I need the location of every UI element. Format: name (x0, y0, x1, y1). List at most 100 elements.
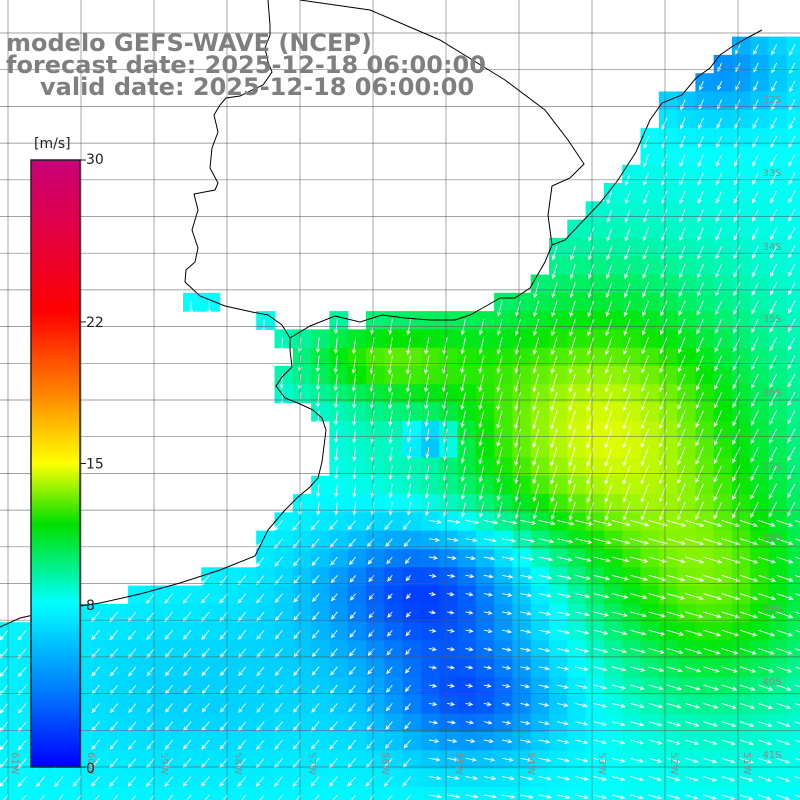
wind-speed-cell (658, 384, 678, 404)
wind-arrow (624, 209, 631, 224)
wind-arrow (788, 44, 796, 57)
wind-speed-cell (292, 549, 312, 568)
wind-arrow (0, 629, 9, 641)
wind-arrow (556, 666, 570, 671)
wind-arrow (678, 337, 686, 354)
wind-arrow (666, 574, 686, 582)
wind-arrow (666, 556, 686, 564)
wind-arrow (605, 318, 613, 337)
wind-arrow (532, 373, 540, 393)
wind-arrow (520, 538, 536, 544)
wind-arrow (630, 739, 644, 745)
wind-arrow (568, 465, 576, 486)
wind-arrow (721, 629, 740, 637)
wind-arrow (502, 776, 515, 781)
wind-arrow (752, 117, 759, 130)
wind-speed-cell (183, 640, 202, 660)
wind-speed-cell (622, 677, 642, 696)
wind-speed-cell (475, 384, 495, 404)
wind-arrow (604, 483, 613, 504)
wind-arrow (770, 245, 778, 259)
wind-speed-cell (658, 439, 678, 459)
wind-arrow (794, 648, 800, 651)
wind-arrow (679, 190, 686, 205)
wind-speed-cell (713, 237, 733, 257)
wind-arrow (556, 702, 569, 708)
wind-speed-cell (274, 567, 294, 587)
wind-arrow (520, 720, 531, 726)
wind-arrow (643, 154, 649, 168)
wind-speed-cell (201, 585, 221, 605)
wind-arrow (334, 502, 339, 516)
wind-arrow (721, 666, 739, 673)
wind-speed-cell (420, 622, 440, 642)
wind-speed-cell (768, 622, 788, 642)
wind-arrow (666, 757, 681, 764)
wind-speed-cell (585, 274, 605, 294)
wind-arrow (794, 538, 800, 542)
wind-speed-cell (420, 384, 440, 404)
wind-speed-cell (786, 183, 800, 202)
wind-arrow (721, 574, 741, 582)
wind-speed-cell (658, 402, 678, 422)
wind-arrow (587, 300, 595, 318)
wind-arrow (586, 410, 595, 431)
wind-speed-cell (658, 164, 678, 184)
wind-arrow (714, 373, 723, 391)
wind-arrow (91, 629, 100, 641)
wind-arrow (465, 628, 474, 634)
wind-speed-cell (786, 622, 800, 642)
wind-arrow (384, 520, 393, 531)
wind-speed-cell (347, 329, 367, 349)
wind-speed-cell (512, 292, 532, 312)
wind-arrow (659, 392, 668, 411)
wind-speed-cell (201, 786, 221, 800)
wind-arrow (717, 81, 723, 91)
wind-speed-cell (603, 292, 623, 312)
wind-arrow (310, 776, 320, 787)
wind-speed-cell (658, 713, 678, 733)
wind-arrow (604, 428, 613, 449)
wind-arrow (588, 227, 595, 242)
wind-arrow (769, 446, 778, 463)
wind-speed-cell (695, 622, 715, 642)
wind-speed-cell (512, 750, 532, 770)
wind-arrow (425, 428, 430, 442)
wind-arrow (769, 318, 778, 333)
wind-speed-cell (549, 622, 568, 642)
wind-arrow (787, 428, 796, 444)
wind-speed-cell (201, 292, 221, 312)
wind-arrow (502, 519, 518, 525)
wind-speed-cell (658, 329, 678, 349)
wind-arrow (404, 556, 411, 565)
wind-arrow (550, 483, 558, 503)
wind-arrow (0, 739, 9, 751)
wind-arrow (496, 355, 503, 374)
wind-speed-cell (384, 384, 404, 404)
wind-arrow (538, 739, 551, 744)
wind-arrow (460, 502, 466, 518)
wind-speed-cell (494, 732, 513, 751)
wind-speed-cell (201, 622, 221, 642)
forecast-date: forecast date: 2025-12-18 06:00:00 (6, 51, 486, 79)
wind-speed-cell (567, 219, 587, 239)
wind-speed-cell (402, 732, 422, 751)
wind-speed-cell (567, 622, 587, 642)
wind-arrow (483, 519, 499, 525)
wind-arrow (90, 776, 100, 787)
wind-arrow (188, 264, 194, 279)
wind-arrow (758, 648, 775, 655)
wind-speed-cell (640, 475, 660, 495)
wind-arrow (677, 447, 686, 466)
wind-arrow (428, 720, 439, 725)
wind-speed-cell (732, 512, 751, 532)
wind-arrow (677, 410, 686, 429)
wind-arrow (538, 721, 550, 726)
wind-arrow (768, 483, 778, 500)
wind-speed-cell (347, 567, 367, 587)
wind-speed-cell (549, 274, 568, 294)
wind-arrow (593, 519, 613, 527)
wind-arrow (648, 684, 664, 691)
wind-arrow (643, 135, 649, 149)
wind-speed-cell (494, 420, 513, 440)
